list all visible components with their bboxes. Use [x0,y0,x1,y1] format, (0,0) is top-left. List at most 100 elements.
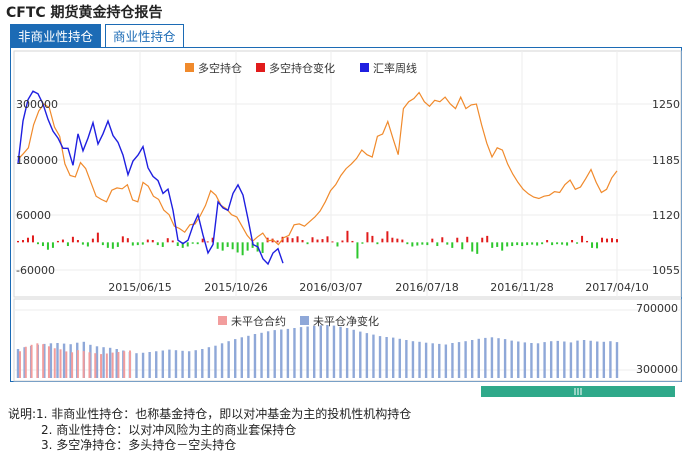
net-change-bar [576,340,579,378]
position-change-bar [561,242,564,245]
upper-gridlines [14,51,681,297]
position-change-bar [246,242,249,251]
net-change-bar [16,349,20,378]
open-interest-bars [16,325,619,378]
position-change-bar [316,239,319,243]
position-change-bar [511,242,514,247]
net-change-bar [549,341,553,378]
net-change-bar [523,342,527,378]
open-interest-bar [123,351,126,378]
tab-commercial[interactable]: 商业性持仓 [105,24,184,48]
position-change-bar [436,242,439,247]
position-change-bar [141,242,144,245]
position-change-bar [346,230,349,243]
open-interest-bar [129,350,131,378]
position-change-bar [401,239,404,243]
position-change-bar [501,242,504,251]
notes-section: 说明:1. 非商业性持仓：也称基金持仓，即以对冲基金为主的投机性机构持仓 2. … [8,407,411,454]
net-change-bar [596,341,599,378]
net-change-bar [490,337,494,378]
position-change-bar [21,240,24,243]
open-interest-bar [59,349,62,378]
legend-label: 多空持仓 [198,61,242,75]
lower-legend: 未平仓合约 未平仓净变化 [218,314,379,328]
position-change-bar [556,242,559,245]
position-change-bar [616,239,618,243]
position-change-bar [171,240,174,243]
net-change-bar [181,350,184,378]
scrollbar-grip-icon[interactable] [574,388,582,395]
page-title: CFTC 期货黄金持仓报告 [6,5,163,21]
position-change-bar [571,240,574,243]
position-change-bar [566,242,569,246]
net-change-bar [385,337,388,378]
net-change-bar [352,329,355,378]
position-change-bar [211,237,214,243]
position-change-bar [151,240,154,243]
position-change-bar [31,235,34,243]
legend-label: 未平仓合约 [231,314,286,328]
position-change-bar [101,242,104,246]
position-change-bar [531,242,534,245]
net-change-bar [464,341,467,378]
position-change-bar [206,241,209,243]
net-change-bar [102,347,105,378]
net-change-bar [273,330,276,378]
net-change-bar [418,341,421,378]
y-left-tick-label: 180000 [16,154,58,167]
legend-swatch [218,316,227,325]
x-tick-label: 2015/10/26 [204,281,267,294]
position-change-bar [261,242,264,253]
net-change-bar [530,343,533,378]
upper-plot-frame [13,50,682,298]
lower-y-tick-label: 300000 [636,363,678,376]
position-change-bar [601,237,604,243]
net-change-bar [135,353,138,378]
net-change-bar [227,341,230,378]
position-change-bar [341,240,344,243]
y-left-tick-label: -60000 [16,264,55,277]
x-tick-label: 2016/03/07 [299,281,362,294]
position-change-bar [156,242,159,246]
tab-bar: 非商业性持仓 商业性持仓 [10,24,184,48]
position-change-bar [186,242,189,247]
position-change-bar [356,242,359,259]
net-change-bar [286,328,290,378]
net-change-bar [234,339,237,378]
position-change-bar [26,237,29,243]
position-change-bar [66,242,69,247]
net-change-bar [141,352,145,378]
net-change-bar [517,341,520,378]
note-line-2: 2. 商业性持仓：以对冲风险为主的商业套保持仓 [41,422,297,437]
legend-swatch [300,316,309,325]
position-change-bar [86,242,89,247]
position-change-bar [506,242,509,247]
position-change-bar [276,240,279,243]
open-interest-bar [111,352,114,378]
net-change-bar [457,342,461,378]
position-change-bar [471,242,474,252]
position-change-bar [516,242,519,246]
position-change-bar [321,239,324,243]
position-change-bar [231,242,234,250]
position-change-bar [611,238,614,243]
position-change-bar [291,238,294,243]
position-change-bar [331,241,334,243]
axis-tick-labels: 300000 180000 60000 -60000 1250 1185 1120 1055 2… [16,98,680,376]
position-change-bar [41,242,44,247]
position-change-bar [61,239,64,243]
position-change-bar [131,242,134,246]
open-interest-bar [53,348,56,378]
net-change-bar [161,350,165,378]
net-change-bar [536,343,540,378]
net-change-bar [339,326,342,378]
legend-label: 多空持仓变化 [269,61,335,75]
net-change-bar [556,340,559,378]
position-change-bar [581,235,584,243]
position-change-bar [201,238,204,243]
position-change-bar [366,232,369,243]
net-change-bar [391,337,395,378]
net-change-bar [56,343,59,378]
position-change-bar [421,242,424,245]
position-change-bar [17,240,19,243]
